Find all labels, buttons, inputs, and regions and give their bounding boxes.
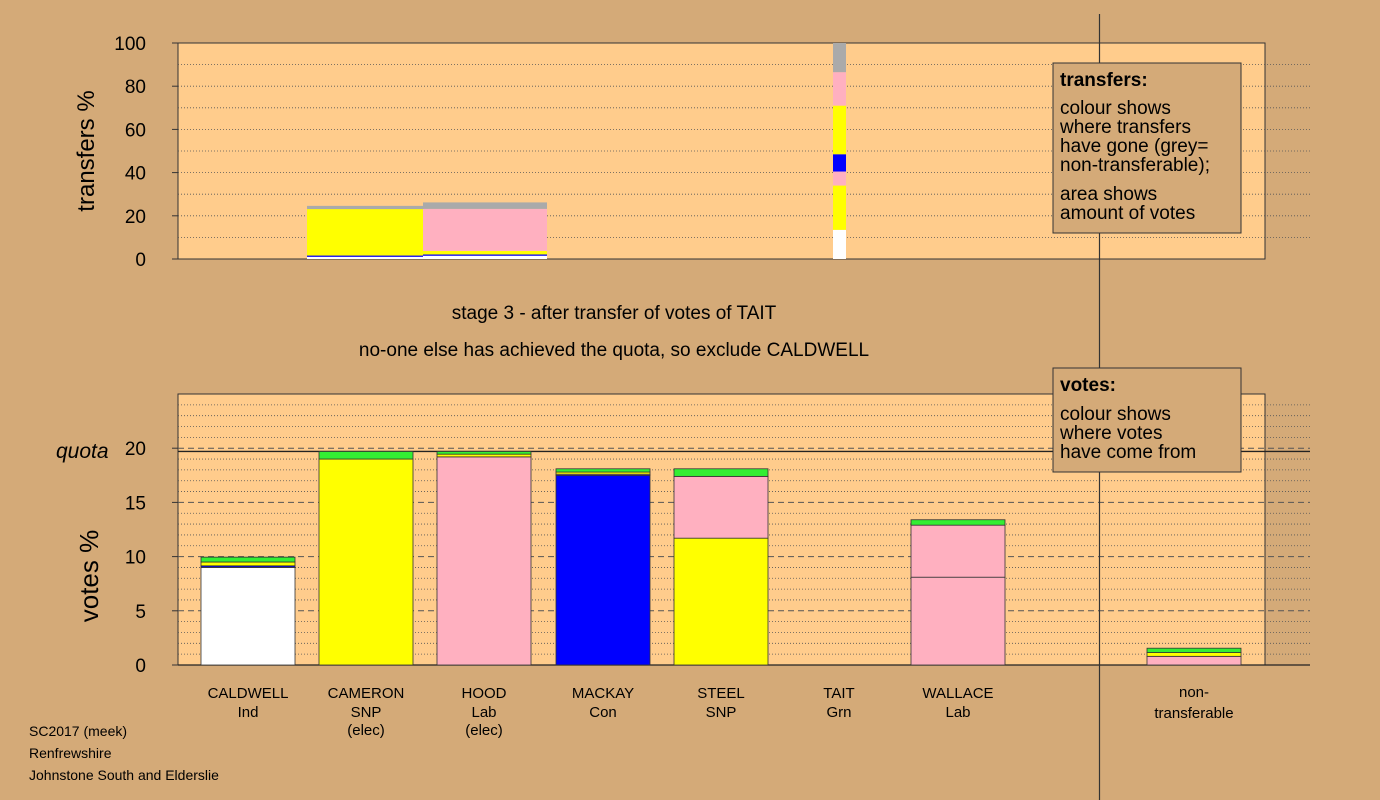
transfer-segment xyxy=(307,256,423,259)
y-tick-label: 10 xyxy=(125,548,146,569)
vote-segment xyxy=(910,524,1006,578)
candidate-name: TAIT xyxy=(823,685,854,702)
candidate-name: HOOD xyxy=(462,685,507,702)
transfer-segment xyxy=(307,209,423,256)
vote-segment xyxy=(1146,652,1242,657)
vote-segment xyxy=(318,458,414,666)
transfer-segment xyxy=(307,255,423,257)
vote-segment xyxy=(318,451,414,460)
candidate-name: transferable xyxy=(1154,705,1233,722)
y-tick-label: 0 xyxy=(135,656,146,677)
transfers-bars xyxy=(307,43,846,259)
y-tick-label: 5 xyxy=(135,602,146,623)
candidate-labels: CALDWELLIndCAMERONSNP(elec)HOODLab(elec)… xyxy=(208,684,1234,739)
y-tick-label: 80 xyxy=(125,77,146,98)
votes-y-axis-label: votes % xyxy=(74,530,104,623)
vote-segment xyxy=(436,453,532,458)
transfer-segment xyxy=(423,208,547,252)
candidate-party: SNP xyxy=(706,704,737,721)
transfer-segment xyxy=(833,185,846,230)
y-tick-label: 60 xyxy=(125,120,146,141)
candidate-party: Grn xyxy=(826,704,851,721)
vote-segment xyxy=(436,451,532,455)
y-tick-label: 40 xyxy=(125,164,146,185)
transfers-legend-title: transfers: xyxy=(1060,70,1148,91)
vote-segment xyxy=(200,567,296,666)
candidate-note: (elec) xyxy=(465,722,503,739)
votes-legend: votes: colour shows where votes have com… xyxy=(1052,367,1242,473)
transfers-y-axis-label: transfers % xyxy=(73,90,100,211)
candidate-name: non- xyxy=(1179,684,1209,701)
candidate-name: CALDWELL xyxy=(208,685,289,702)
transfer-segment xyxy=(833,105,846,155)
footer-ward: Johnstone South and Elderslie xyxy=(29,767,219,783)
votes-y-ticks: 0 5 10 15 20 xyxy=(125,439,178,677)
y-tick-label: 100 xyxy=(114,34,146,55)
transfers-legend-line: colour shows xyxy=(1060,98,1171,119)
transfer-segment xyxy=(423,255,547,259)
candidate-party: Lab xyxy=(471,704,496,721)
transfers-legend-line: non-transferable); xyxy=(1060,155,1210,176)
transfers-y-ticks: 0 20 40 60 80 100 xyxy=(114,34,178,271)
transfers-legend-line: area shows xyxy=(1060,184,1157,205)
vote-segment xyxy=(1146,655,1242,666)
candidate-party: Con xyxy=(589,704,617,721)
candidate-party: SNP xyxy=(351,704,382,721)
votes-bars xyxy=(200,451,1242,666)
footer-election: SC2017 (meek) xyxy=(29,723,127,739)
transfer-segment xyxy=(423,251,547,255)
vote-segment xyxy=(200,561,296,567)
transfers-legend-box xyxy=(1052,62,1242,234)
transfer-segment xyxy=(833,154,846,172)
transfer-segment xyxy=(833,72,846,106)
quota-label: quota xyxy=(56,440,109,463)
vote-segment xyxy=(910,519,1006,526)
vote-segment xyxy=(555,468,651,473)
stage-text: stage 3 - after transfer of votes of TAI… xyxy=(452,303,777,324)
votes-legend-box xyxy=(1052,367,1242,473)
votes-legend-line: colour shows xyxy=(1060,404,1171,425)
y-tick-label: 20 xyxy=(125,439,146,460)
vote-segment xyxy=(555,474,651,666)
transfers-legend-line: amount of votes xyxy=(1060,203,1195,224)
vote-segment xyxy=(910,576,1006,666)
y-tick-label: 0 xyxy=(135,250,146,271)
candidate-note: (elec) xyxy=(347,722,385,739)
votes-legend-title: votes: xyxy=(1060,375,1116,396)
transfer-segment xyxy=(833,171,846,186)
transfer-segment xyxy=(833,229,846,259)
candidate-party: Lab xyxy=(945,704,970,721)
transfer-segment xyxy=(423,254,547,256)
transfers-legend-line: where transfers xyxy=(1059,117,1191,138)
y-tick-label: 20 xyxy=(125,207,146,228)
candidate-name: CAMERON xyxy=(328,685,405,702)
candidate-name: MACKAY xyxy=(572,685,634,702)
transfers-legend: transfers: colour shows where transfers … xyxy=(1052,62,1242,234)
footer-council: Renfrewshire xyxy=(29,745,112,761)
action-text: no-one else has achieved the quota, so e… xyxy=(359,340,869,361)
candidate-name: WALLACE xyxy=(922,685,993,702)
votes-legend-line: have come from xyxy=(1060,442,1196,463)
transfer-segment xyxy=(307,205,423,210)
vote-segment xyxy=(436,456,532,666)
vote-segment xyxy=(673,537,769,666)
transfers-legend-line: have gone (grey= xyxy=(1060,136,1208,157)
transfer-segment xyxy=(423,202,547,209)
vote-segment xyxy=(673,475,769,539)
vote-segment xyxy=(1146,647,1242,653)
candidate-name: STEEL xyxy=(697,685,745,702)
votes-legend-line: where votes xyxy=(1059,423,1162,444)
candidate-party: Ind xyxy=(238,704,259,721)
y-tick-label: 15 xyxy=(125,493,146,514)
transfer-segment xyxy=(833,43,846,73)
vote-segment xyxy=(200,556,296,563)
vote-segment xyxy=(673,468,769,477)
